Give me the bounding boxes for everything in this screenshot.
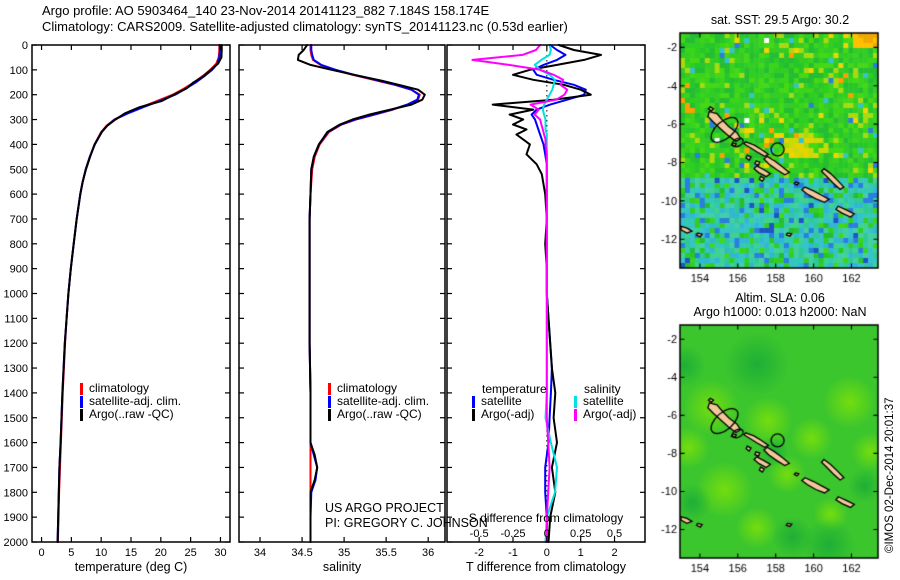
svg-text:1900: 1900 xyxy=(4,512,28,524)
svg-text:700: 700 xyxy=(10,214,28,226)
t-argo-swatch xyxy=(472,408,475,421)
argo-swatch xyxy=(328,408,331,421)
svg-text:1300: 1300 xyxy=(4,363,28,375)
sla-map xyxy=(660,318,900,578)
legend-item: satellite-adj. clim. xyxy=(80,395,181,408)
svg-text:0: 0 xyxy=(38,547,44,559)
satellite-adj-swatch xyxy=(328,395,331,408)
svg-text:5: 5 xyxy=(68,547,74,559)
svg-text:-0.5: -0.5 xyxy=(470,528,489,540)
svg-text:0: 0 xyxy=(544,547,550,559)
svg-text:400: 400 xyxy=(10,139,28,151)
svg-text:1200: 1200 xyxy=(4,338,28,350)
legend-item: Argo(-adj) xyxy=(574,408,636,421)
legend-label: climatology xyxy=(89,381,150,395)
temperature-legend-header: temperature xyxy=(482,382,547,396)
svg-text:-1: -1 xyxy=(508,547,518,559)
svg-text:-2: -2 xyxy=(474,547,484,559)
svg-text:35.5: 35.5 xyxy=(375,547,396,559)
t-difference-axis-label: T difference from climatology xyxy=(465,560,627,574)
svg-text:900: 900 xyxy=(10,264,28,276)
legend-label: satellite xyxy=(583,394,624,408)
svg-text:35: 35 xyxy=(338,547,350,559)
s-argo-swatch xyxy=(574,408,577,421)
svg-text:1: 1 xyxy=(578,547,584,559)
svg-text:30: 30 xyxy=(214,547,226,559)
svg-text:1000: 1000 xyxy=(4,289,28,301)
legend-label: satellite-adj. clim. xyxy=(89,394,182,408)
svg-text:15: 15 xyxy=(125,547,137,559)
svg-text:0: 0 xyxy=(544,528,550,540)
project-credit-line2: PI: GREGORY C. JOHNSON xyxy=(325,516,488,530)
imos-watermark: ©IMOS 02-Dec-2014 20:01:37 xyxy=(884,397,896,553)
legend-label: Argo(-adj) xyxy=(481,407,535,421)
svg-text:200: 200 xyxy=(10,90,28,102)
svg-text:-0.25: -0.25 xyxy=(500,528,525,540)
svg-text:800: 800 xyxy=(10,239,28,251)
legend-item: Argo(..raw -QC) xyxy=(328,408,422,421)
s-difference-axis-label: S difference from climatology xyxy=(468,511,624,525)
svg-text:0.5: 0.5 xyxy=(607,528,622,540)
salinity-legend-header: salinity xyxy=(584,382,621,396)
svg-text:2000: 2000 xyxy=(4,537,28,549)
svg-text:500: 500 xyxy=(10,164,28,176)
sla-map-title: Altim. SLA: 0.06 xyxy=(735,291,825,305)
svg-text:10: 10 xyxy=(95,547,107,559)
legend-item: satellite xyxy=(472,395,522,408)
s-satellite-swatch xyxy=(574,395,577,408)
svg-text:0: 0 xyxy=(22,40,28,52)
legend-label: satellite-adj. clim. xyxy=(337,394,430,408)
figure-title-line2: Climatology: CARS2009. Satellite-adjuste… xyxy=(42,19,568,34)
legend-item: climatology xyxy=(80,382,149,395)
svg-text:600: 600 xyxy=(10,189,28,201)
svg-text:34: 34 xyxy=(254,547,266,559)
svg-text:1100: 1100 xyxy=(4,313,28,325)
legend-item: climatology xyxy=(328,382,397,395)
svg-text:34.5: 34.5 xyxy=(291,547,312,559)
sst-map-title: sat. SST: 29.5 Argo: 30.2 xyxy=(710,13,850,27)
legend-item: satellite-adj. clim. xyxy=(328,395,429,408)
legend-item: satellite xyxy=(574,395,624,408)
climatology-swatch xyxy=(328,382,331,395)
sst-map xyxy=(660,26,900,291)
climatology-swatch xyxy=(80,382,83,395)
legend-label: satellite xyxy=(481,394,522,408)
satellite-adj-swatch xyxy=(80,395,83,408)
svg-text:1800: 1800 xyxy=(4,487,28,499)
svg-text:1700: 1700 xyxy=(4,462,28,474)
svg-text:36: 36 xyxy=(422,547,434,559)
svg-text:100: 100 xyxy=(10,65,28,77)
svg-text:1600: 1600 xyxy=(4,438,28,450)
legend-label: climatology xyxy=(337,381,398,395)
t-satellite-swatch xyxy=(472,395,475,408)
legend-item: Argo(..raw -QC) xyxy=(80,408,174,421)
legend-label: Argo(-adj) xyxy=(583,407,637,421)
figure-title-line1: Argo profile: AO 5903464_140 23-Nov-2014… xyxy=(42,3,490,18)
svg-text:0.25: 0.25 xyxy=(570,528,591,540)
argo-swatch xyxy=(80,408,83,421)
temperature-axis-label: temperature (deg C) xyxy=(74,560,188,574)
svg-text:1400: 1400 xyxy=(4,388,28,400)
profile-plots: 0 5 10 15 20 25 300100200300400500600700800900… xyxy=(4,40,646,559)
legend-label: Argo(..raw -QC) xyxy=(337,407,422,421)
project-credit-line1: US ARGO PROJECT xyxy=(325,501,444,515)
svg-text:1500: 1500 xyxy=(4,413,28,425)
svg-text:2: 2 xyxy=(611,547,617,559)
svg-text:25: 25 xyxy=(185,547,197,559)
svg-text:20: 20 xyxy=(155,547,167,559)
salinity-axis-label: salinity xyxy=(322,560,362,574)
legend-label: Argo(..raw -QC) xyxy=(89,407,174,421)
sla-map-subtitle: Argo h1000: 0.013 h2000: NaN xyxy=(693,305,867,319)
legend-item: Argo(-adj) xyxy=(472,408,534,421)
svg-text:300: 300 xyxy=(10,115,28,127)
